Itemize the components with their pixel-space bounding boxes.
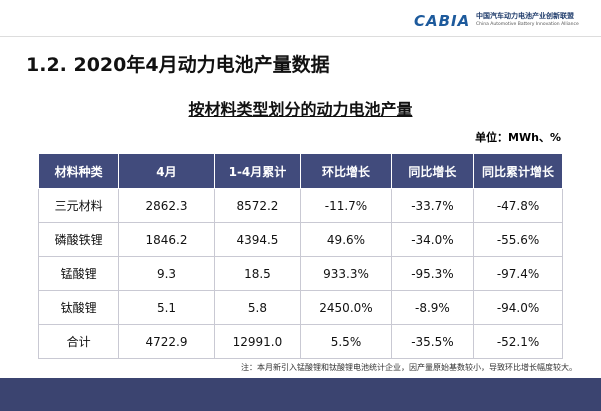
column-header: 1-4月累计 bbox=[213, 153, 302, 189]
table-cell: 4394.5 bbox=[213, 222, 302, 257]
table-cell: -33.7% bbox=[390, 188, 475, 223]
subtitle: 按材料类型划分的动力电池产量 bbox=[188, 100, 413, 119]
table-cell: -52.1% bbox=[473, 324, 563, 359]
header-row: 材料种类 4月 1-4月累计 环比增长 同比增长 同比累计增长 bbox=[37, 153, 563, 189]
table-cell: 三元材料 bbox=[37, 188, 120, 223]
table-cell: -35.5% bbox=[390, 324, 475, 359]
title: 1.2. 2020年4月动力电池产量数据 bbox=[26, 54, 330, 76]
unit: 单位：MWh、% bbox=[475, 131, 561, 144]
table-row: 合计 4722.9 12991.0 5.5% -35.5% -52.1% bbox=[37, 324, 563, 359]
table-cell: -8.9% bbox=[390, 290, 475, 325]
column-header: 材料种类 bbox=[37, 153, 120, 189]
table-cell: 933.3% bbox=[300, 256, 392, 291]
table-cell: 5.5% bbox=[300, 324, 392, 359]
table-cell: 12991.0 bbox=[213, 324, 302, 359]
table-cell: 合计 bbox=[37, 324, 120, 359]
table-cell: 5.1 bbox=[118, 290, 215, 325]
divider bbox=[0, 36, 601, 37]
logo: CABIA bbox=[414, 12, 471, 30]
table: 材料种类 4月 1-4月累计 环比增长 同比增长 同比累计增长 三元材料 2862.3 8572… bbox=[37, 153, 563, 359]
table-cell: -95.3% bbox=[390, 256, 475, 291]
table-cell: 2450.0% bbox=[300, 290, 392, 325]
org-name-en: China Automotive Battery Innovation Alli… bbox=[476, 22, 579, 27]
table-row: 磷酸铁锂 1846.2 4394.5 49.6% -34.0% -55.6% bbox=[37, 222, 563, 257]
table-cell: -97.4% bbox=[473, 256, 563, 291]
table-cell: 锰酸锂 bbox=[37, 256, 120, 291]
table-cell: 2862.3 bbox=[118, 188, 215, 223]
table-row: 锰酸锂 9.3 18.5 933.3% -95.3% -97.4% bbox=[37, 256, 563, 291]
column-header: 4月 bbox=[118, 153, 215, 189]
table-cell: 49.6% bbox=[300, 222, 392, 257]
table-cell: 4722.9 bbox=[118, 324, 215, 359]
org-name: 中国汽车动力电池产业创新联盟 bbox=[476, 12, 574, 20]
table-cell: 磷酸铁锂 bbox=[37, 222, 120, 257]
column-header: 同比增长 bbox=[390, 153, 475, 189]
table-cell: -94.0% bbox=[473, 290, 563, 325]
table-cell: 18.5 bbox=[213, 256, 302, 291]
column-header: 同比累计增长 bbox=[473, 153, 563, 189]
table-cell: 1846.2 bbox=[118, 222, 215, 257]
table-cell: -47.8% bbox=[473, 188, 563, 223]
note: 注：本月新引入锰酸锂和钛酸锂电池统计企业，因产量原始基数较小，导致环比增长幅度较… bbox=[241, 363, 577, 372]
table-cell: -11.7% bbox=[300, 188, 392, 223]
table-cell: 钛酸锂 bbox=[37, 290, 120, 325]
table-row: 三元材料 2862.3 8572.2 -11.7% -33.7% -47.8% bbox=[37, 188, 563, 223]
table-cell: 9.3 bbox=[118, 256, 215, 291]
footer-bar bbox=[0, 378, 601, 411]
table-cell: -55.6% bbox=[473, 222, 563, 257]
table-cell: 8572.2 bbox=[213, 188, 302, 223]
table-cell: -34.0% bbox=[390, 222, 475, 257]
column-header: 环比增长 bbox=[300, 153, 392, 189]
table-cell: 5.8 bbox=[213, 290, 302, 325]
table-row: 钛酸锂 5.1 5.8 2450.0% -8.9% -94.0% bbox=[37, 290, 563, 325]
